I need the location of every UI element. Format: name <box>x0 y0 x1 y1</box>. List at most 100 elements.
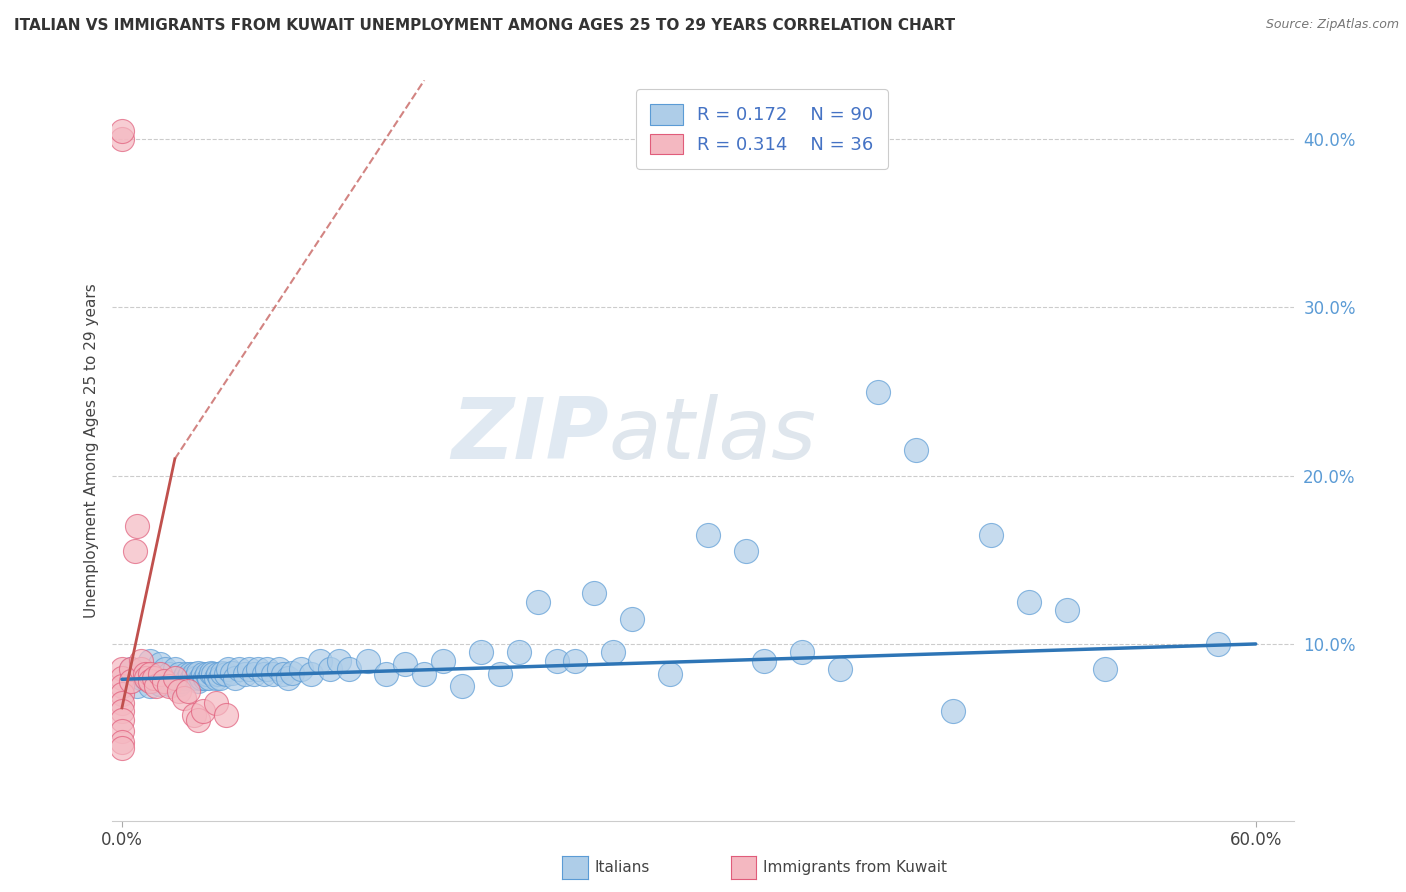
Point <box>124 544 146 558</box>
Point <box>111 671 134 685</box>
Text: Immigrants from Kuwait: Immigrants from Kuwait <box>763 860 948 874</box>
Point <box>120 662 142 676</box>
Point <box>299 667 322 681</box>
Point <box>174 667 197 681</box>
Text: Italians: Italians <box>595 860 650 874</box>
Point <box>167 677 190 691</box>
Point <box>157 677 180 691</box>
Point <box>1206 637 1229 651</box>
Point <box>198 671 221 685</box>
Point <box>173 690 195 705</box>
Point <box>942 704 965 718</box>
Legend: R = 0.172    N = 90, R = 0.314    N = 36: R = 0.172 N = 90, R = 0.314 N = 36 <box>636 89 889 169</box>
Point <box>111 124 134 138</box>
Point <box>186 713 208 727</box>
Point <box>200 665 222 680</box>
Point <box>621 612 644 626</box>
Point <box>157 667 180 681</box>
Point <box>215 667 238 681</box>
Point <box>233 667 256 681</box>
Point <box>205 671 228 685</box>
Point <box>193 667 215 681</box>
Point <box>221 665 243 680</box>
Point <box>129 662 152 676</box>
Point <box>224 671 246 685</box>
Point <box>139 679 162 693</box>
Point <box>413 667 436 681</box>
Point <box>194 671 217 685</box>
Point <box>489 667 512 681</box>
Point <box>246 662 269 676</box>
Point <box>658 667 681 681</box>
Point <box>145 667 167 681</box>
Y-axis label: Unemployment Among Ages 25 to 29 years: Unemployment Among Ages 25 to 29 years <box>83 283 98 618</box>
Point <box>451 679 474 693</box>
Point <box>319 662 342 676</box>
Point <box>111 696 134 710</box>
Point <box>696 527 718 541</box>
Point <box>135 671 157 685</box>
Point <box>149 657 172 672</box>
Point <box>111 724 134 739</box>
Point <box>139 673 162 688</box>
Text: atlas: atlas <box>609 394 817 477</box>
Point <box>904 443 927 458</box>
Point <box>155 662 177 676</box>
Point <box>139 654 162 668</box>
Point <box>754 654 776 668</box>
Point <box>111 132 134 146</box>
Point <box>564 654 586 668</box>
Point <box>125 679 148 693</box>
Point <box>195 667 218 681</box>
Point <box>152 671 174 685</box>
Point <box>508 645 530 659</box>
Point <box>792 645 814 659</box>
Point <box>149 677 172 691</box>
Point <box>163 662 186 676</box>
Point <box>375 667 398 681</box>
Point <box>179 667 201 681</box>
Point <box>309 654 332 668</box>
Point <box>866 384 889 399</box>
Point <box>267 662 290 676</box>
Point <box>432 654 454 668</box>
Point <box>152 673 174 688</box>
Point <box>134 667 156 681</box>
Point <box>167 684 190 698</box>
Point <box>356 654 378 668</box>
Point <box>281 665 304 680</box>
Point <box>111 688 134 702</box>
Point <box>145 679 167 693</box>
Point <box>734 544 756 558</box>
Point <box>149 667 172 681</box>
Point <box>980 527 1002 541</box>
Point <box>186 665 208 680</box>
Point <box>209 671 232 685</box>
Point <box>205 696 228 710</box>
Point <box>184 671 207 685</box>
Point <box>167 667 190 681</box>
Point <box>125 519 148 533</box>
Point <box>277 671 299 685</box>
Point <box>526 595 548 609</box>
Point <box>143 673 166 688</box>
Point <box>120 662 142 676</box>
Point <box>111 713 134 727</box>
Point <box>243 667 266 681</box>
Point <box>111 704 134 718</box>
Text: ITALIAN VS IMMIGRANTS FROM KUWAIT UNEMPLOYMENT AMONG AGES 25 TO 29 YEARS CORRELA: ITALIAN VS IMMIGRANTS FROM KUWAIT UNEMPL… <box>14 18 955 33</box>
Point <box>111 679 134 693</box>
Point <box>394 657 416 672</box>
Point <box>111 662 134 676</box>
Text: ZIP: ZIP <box>451 394 609 477</box>
Point <box>207 667 229 681</box>
Point <box>211 665 233 680</box>
Point <box>228 662 250 676</box>
Point <box>177 671 200 685</box>
Point <box>337 662 360 676</box>
Point <box>546 654 568 668</box>
Point <box>111 734 134 748</box>
Point <box>602 645 624 659</box>
Point <box>172 673 194 688</box>
Point <box>139 667 162 681</box>
